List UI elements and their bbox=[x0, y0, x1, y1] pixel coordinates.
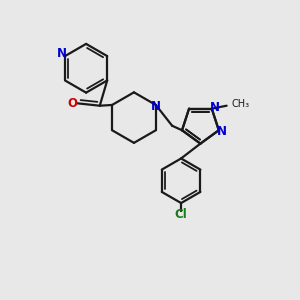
Text: N: N bbox=[151, 100, 161, 113]
Text: N: N bbox=[210, 101, 220, 114]
Text: N: N bbox=[217, 125, 227, 138]
Text: O: O bbox=[68, 97, 78, 110]
Text: N: N bbox=[57, 46, 67, 60]
Text: Cl: Cl bbox=[175, 208, 188, 221]
Text: CH₃: CH₃ bbox=[231, 99, 249, 109]
